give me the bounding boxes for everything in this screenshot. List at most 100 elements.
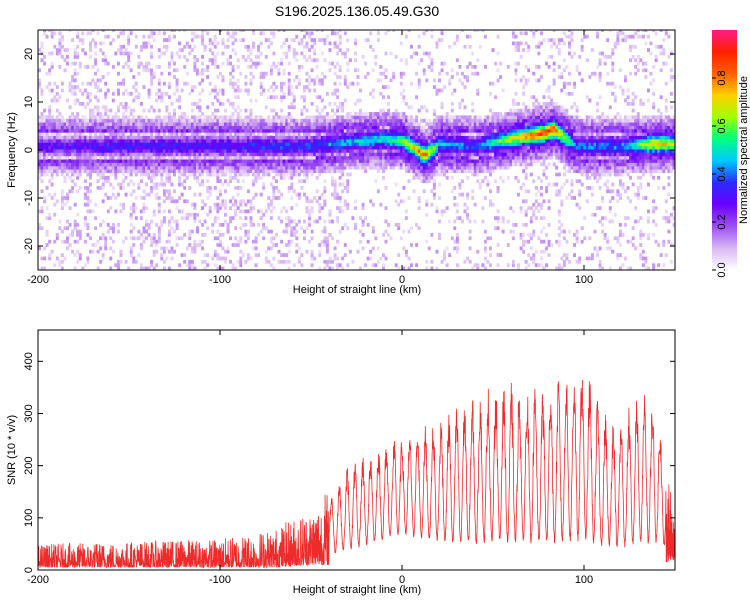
- spectrogram-cell: [432, 139, 436, 143]
- spectrogram-cell: [328, 132, 332, 136]
- spectrogram-cell: [239, 263, 243, 268]
- spectrogram-cell: [445, 112, 449, 116]
- spectrogram-cell: [147, 125, 151, 130]
- spectrogram-cell: [295, 145, 299, 150]
- spectrogram-cell: [150, 159, 154, 163]
- spectrogram-cell: [38, 128, 41, 133]
- spectrogram-cell: [348, 172, 352, 177]
- spectrogram-cell: [226, 125, 230, 130]
- spectrogram-cell: [157, 88, 161, 93]
- spectrogram-cell: [328, 169, 332, 173]
- spectrogram-cell: [147, 68, 151, 73]
- spectrogram-cell: [55, 91, 59, 96]
- spectrogram-cell: [466, 139, 470, 143]
- spectrogram-cell: [262, 162, 266, 167]
- spectrogram-cell: [341, 118, 345, 123]
- spectrogram-cell: [147, 132, 151, 136]
- spectrogram-cell: [213, 216, 217, 220]
- spectrogram-cell: [221, 159, 225, 163]
- spectrogram-cell: [277, 172, 281, 177]
- spectrogram-cell: [117, 155, 120, 160]
- spectrogram-cell: [167, 125, 171, 130]
- spectrogram-cell: [190, 125, 194, 130]
- spectrogram-cell: [114, 142, 118, 147]
- spectrogram-cell: [58, 132, 62, 136]
- spectrogram-cell: [167, 249, 171, 254]
- spectrogram-cell: [252, 246, 255, 251]
- spectrogram-cell: [236, 112, 240, 116]
- spectrogram-cell: [155, 145, 159, 150]
- spectrogram-cell: [221, 162, 225, 167]
- spectrogram-cell: [356, 152, 360, 157]
- spectrogram-cell: [422, 175, 426, 180]
- spectrogram-cell: [443, 159, 447, 163]
- spectrogram-cell: [430, 162, 434, 167]
- spectrogram-cell: [117, 61, 120, 66]
- spectrogram-cell: [422, 142, 426, 147]
- spectrogram-cell: [111, 145, 115, 150]
- spectrogram-cell: [275, 179, 278, 184]
- spectrogram-cell: [320, 38, 324, 42]
- spectrogram-cell: [440, 172, 444, 177]
- spectrogram-cell: [43, 155, 47, 160]
- spectrogram-cell: [303, 169, 306, 173]
- spectrogram-cell: [458, 216, 462, 220]
- spectrogram-cell: [259, 128, 263, 133]
- spectrogram-cell: [122, 44, 126, 49]
- spectrogram-cell: [55, 152, 59, 157]
- spectrogram-cell: [382, 132, 385, 136]
- spectrogram-cell: [310, 236, 314, 241]
- spectrogram-cell: [458, 65, 462, 69]
- spectrogram-cell: [196, 139, 199, 143]
- spectrogram-cell: [374, 159, 378, 163]
- spectrogram-cell: [43, 246, 47, 251]
- spectrogram-cell: [285, 165, 289, 170]
- spectrogram-cell: [114, 152, 118, 157]
- spectrogram-cell: [282, 41, 286, 46]
- spectrogram-cell: [185, 216, 189, 220]
- spectrogram-cell: [198, 142, 202, 147]
- spectrogram-cell: [119, 128, 123, 133]
- spectrogram-cell: [410, 159, 413, 163]
- spectrogram-cell: [323, 219, 327, 224]
- spectrogram-cell: [86, 31, 90, 36]
- spectrogram-cell: [78, 162, 82, 167]
- spectrogram-cell: [384, 75, 388, 79]
- spectrogram-cell: [389, 162, 393, 167]
- spectrogram-cell: [193, 246, 197, 251]
- spectrogram-cell: [336, 256, 340, 261]
- spectrogram-cell: [236, 179, 240, 184]
- spectrogram-cell: [81, 38, 85, 42]
- spectrogram-cell: [471, 125, 475, 130]
- spectrogram-cell: [231, 125, 235, 130]
- spectrogram-cell: [53, 162, 57, 167]
- spectrogram-cell: [394, 55, 398, 59]
- spectrogram-cell: [139, 132, 143, 136]
- spectrogram-cell: [134, 259, 138, 264]
- spectrogram-cell: [139, 196, 143, 200]
- spectrogram-cell: [236, 122, 240, 126]
- spectrogram-cell: [249, 216, 253, 220]
- spectrogram-cell: [218, 152, 222, 157]
- spectrogram-cell: [259, 91, 263, 96]
- spectrogram-cell: [275, 65, 278, 69]
- spectrogram-cell: [106, 162, 110, 167]
- spectrogram-cell: [213, 38, 217, 42]
- spectrogram-cell: [58, 38, 62, 42]
- spectrogram-cell: [239, 162, 243, 167]
- spectrogram-cell: [132, 122, 136, 126]
- spectrogram-cell: [277, 128, 281, 133]
- spectrogram-cell: [50, 30, 54, 32]
- spectrogram-cell: [106, 115, 110, 120]
- spectrogram-cell: [382, 128, 385, 133]
- spectrogram-cell: [145, 169, 148, 173]
- spectrogram-cell: [417, 199, 421, 204]
- spectrogram-cell: [173, 219, 176, 224]
- spectrogram-cell: [333, 155, 337, 160]
- spectrogram-cell: [142, 34, 146, 39]
- spectrogram-cell: [132, 159, 136, 163]
- spectrogram-cell: [91, 112, 95, 116]
- spectrogram-cell: [438, 139, 441, 143]
- spectrogram-cell: [226, 169, 230, 173]
- spectrogram-cell: [78, 142, 82, 147]
